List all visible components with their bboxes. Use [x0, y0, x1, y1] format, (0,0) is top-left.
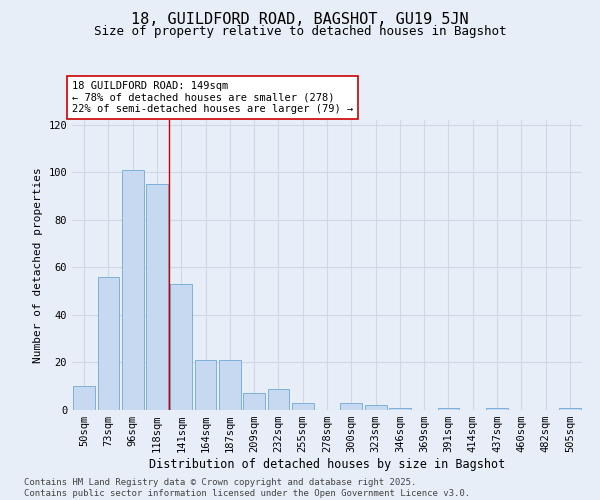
Bar	[146, 184, 168, 410]
Bar	[243, 394, 265, 410]
Bar	[194, 360, 217, 410]
Text: Contains HM Land Registry data © Crown copyright and database right 2025.
Contai: Contains HM Land Registry data © Crown c…	[24, 478, 470, 498]
Y-axis label: Number of detached properties: Number of detached properties	[33, 167, 43, 363]
Bar	[389, 408, 411, 410]
Bar	[559, 408, 581, 410]
Bar	[340, 403, 362, 410]
Text: 18, GUILDFORD ROAD, BAGSHOT, GU19 5JN: 18, GUILDFORD ROAD, BAGSHOT, GU19 5JN	[131, 12, 469, 28]
Bar	[437, 408, 460, 410]
Bar	[486, 408, 508, 410]
X-axis label: Distribution of detached houses by size in Bagshot: Distribution of detached houses by size …	[149, 458, 505, 471]
Bar	[268, 388, 289, 410]
Bar	[73, 386, 95, 410]
Bar	[219, 360, 241, 410]
Text: 18 GUILDFORD ROAD: 149sqm
← 78% of detached houses are smaller (278)
22% of semi: 18 GUILDFORD ROAD: 149sqm ← 78% of detac…	[72, 81, 353, 114]
Text: Size of property relative to detached houses in Bagshot: Size of property relative to detached ho…	[94, 25, 506, 38]
Bar	[365, 405, 386, 410]
Bar	[122, 170, 143, 410]
Bar	[170, 284, 192, 410]
Bar	[292, 403, 314, 410]
Bar	[97, 277, 119, 410]
